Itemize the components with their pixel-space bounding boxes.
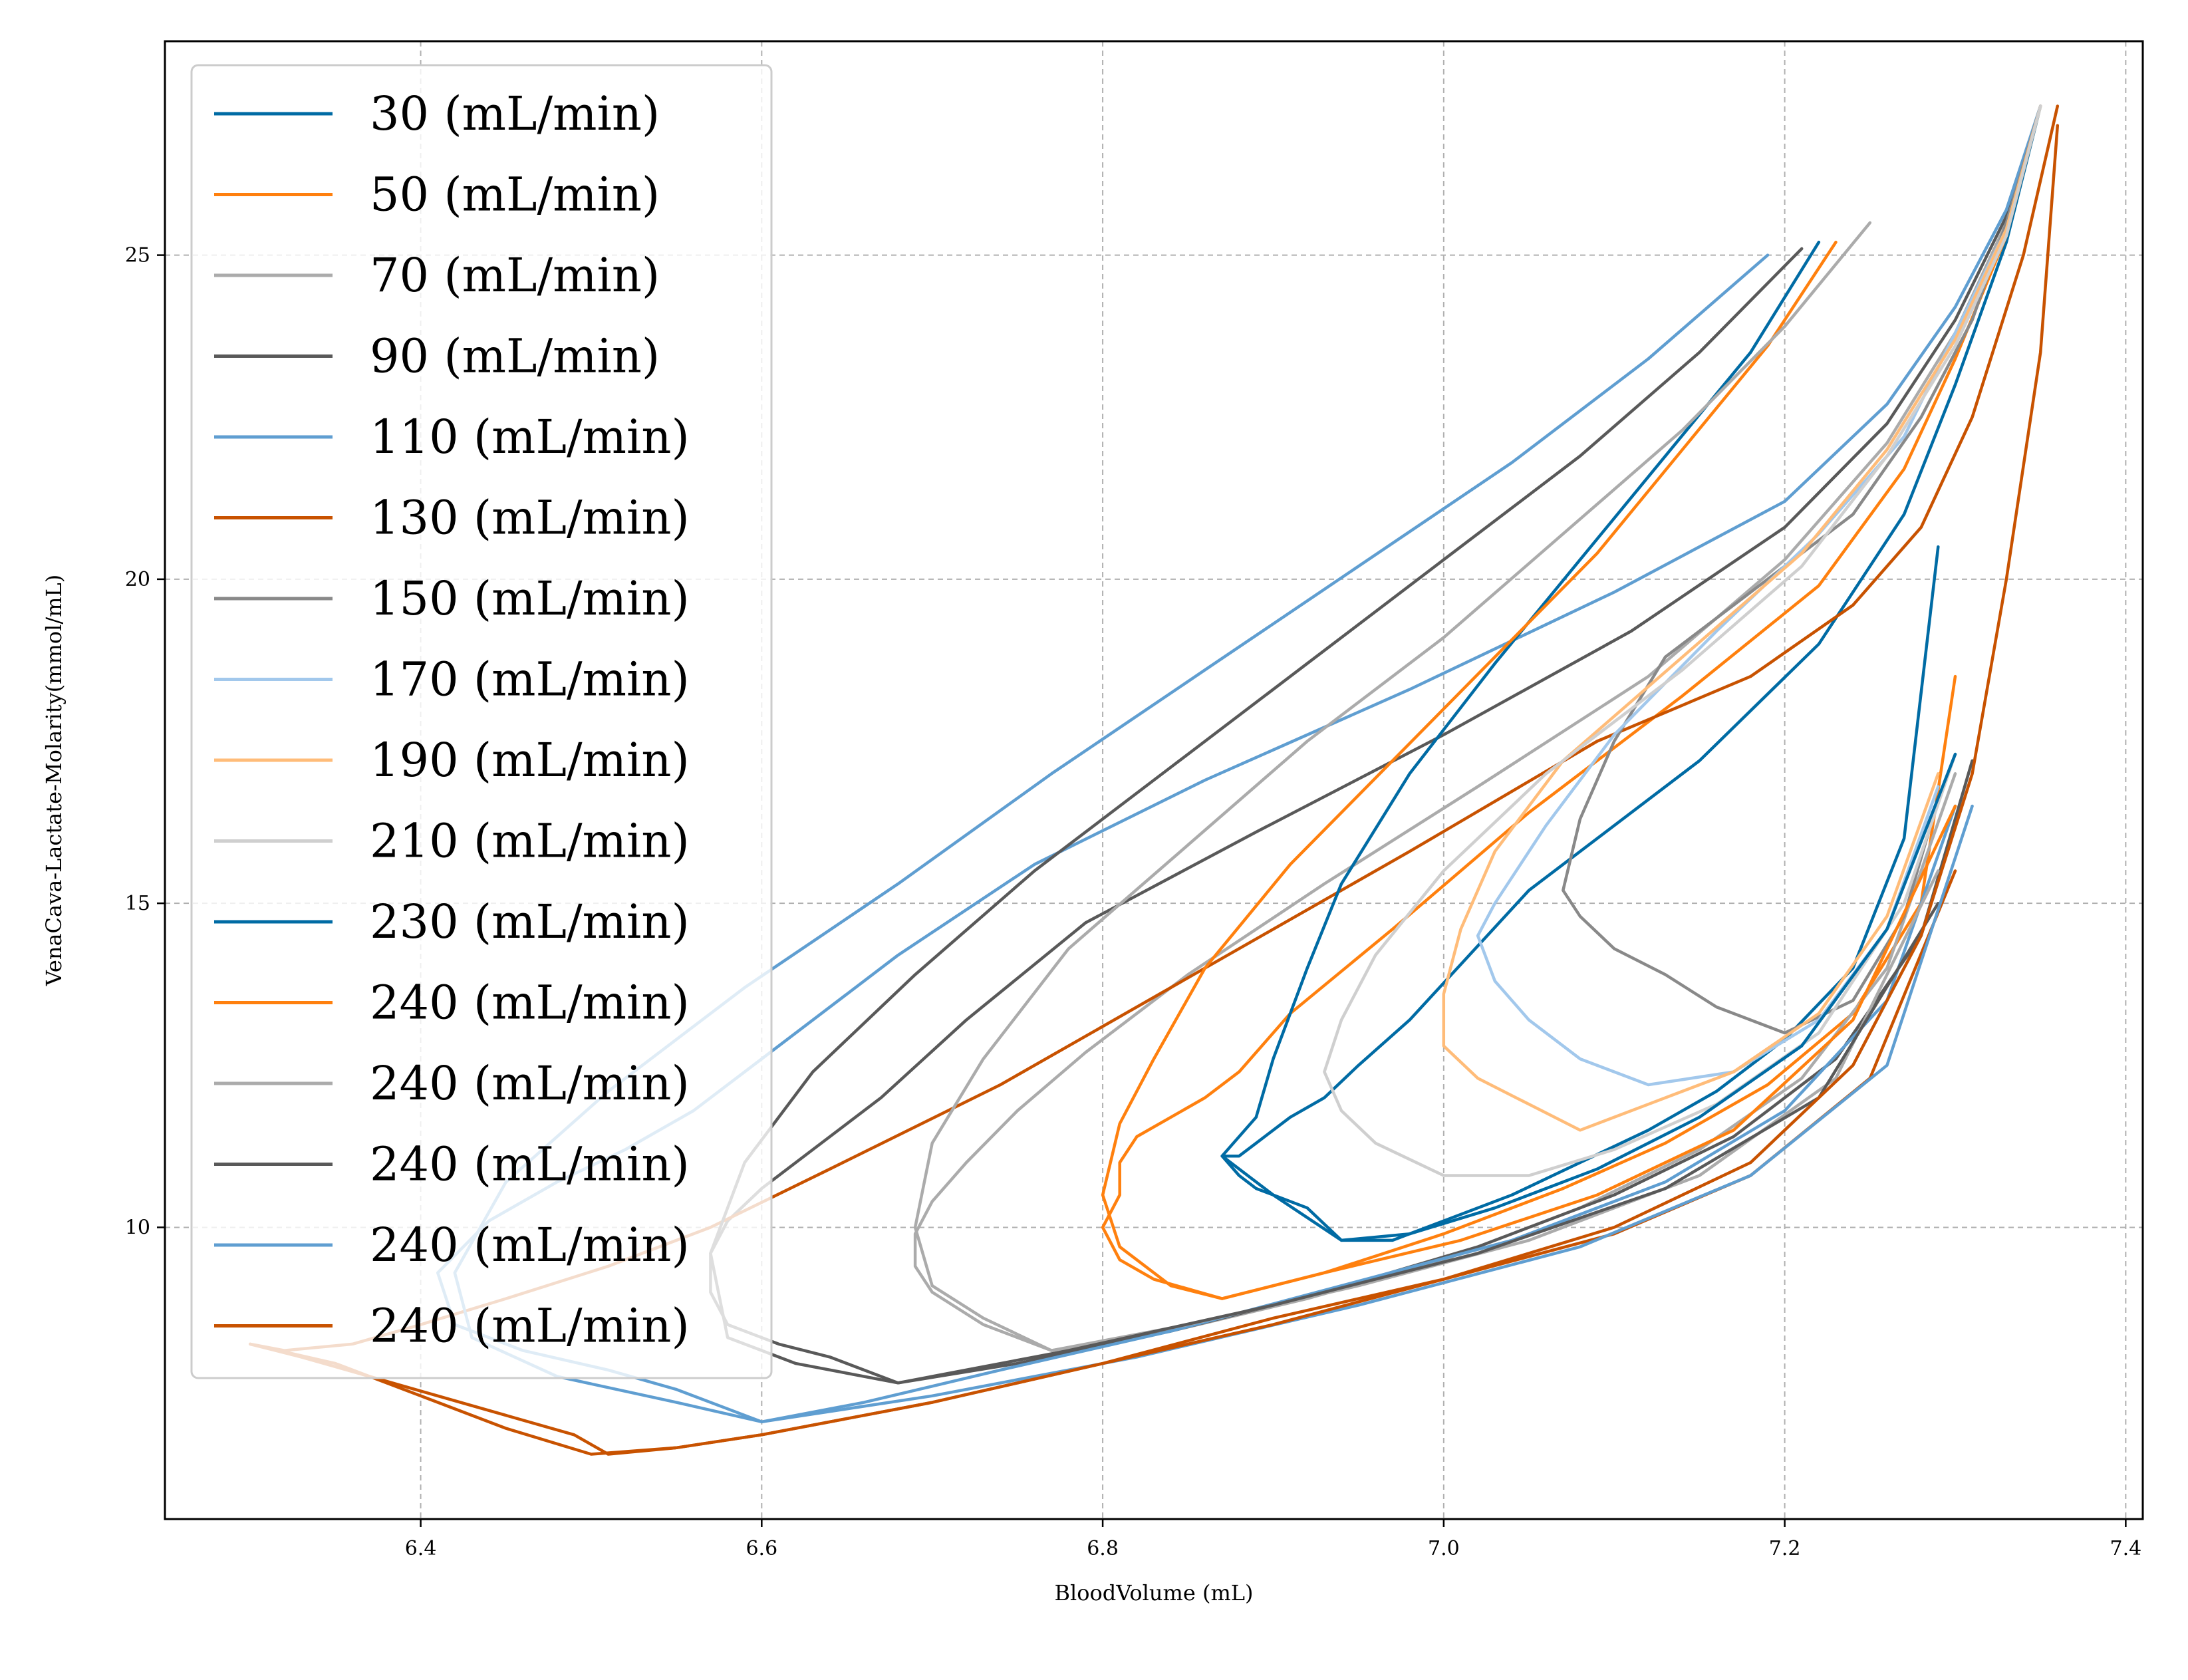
x-tick-label: 6.4 — [405, 1537, 437, 1560]
legend-label: 50 (mL/min) — [370, 168, 660, 222]
legend-label: 150 (mL/min) — [370, 571, 690, 626]
series-line-11 — [1220, 240, 1957, 1242]
legend-label: 240 (mL/min) — [370, 1056, 690, 1111]
series-line-1 — [1220, 104, 2042, 1242]
legend-label: 240 (mL/min) — [370, 1218, 690, 1272]
y-tick-label: 25 — [125, 244, 150, 267]
legend-box — [190, 64, 773, 1379]
legend-label: 240 (mL/min) — [370, 1137, 690, 1192]
x-axis-label: BloodVolume (mL) — [1054, 1580, 1253, 1606]
x-tick-label: 7.2 — [1769, 1537, 1801, 1560]
series-line-9 — [1442, 104, 2042, 1132]
legend-label: 90 (mL/min) — [370, 329, 660, 384]
legend-label: 240 (mL/min) — [370, 976, 690, 1030]
legend: 30 (mL/min) 50 (mL/min) 70 (mL/min) 90 (mL/… — [190, 64, 773, 1379]
legend-label: 230 (mL/min) — [370, 895, 690, 949]
legend-label: 70 (mL/min) — [370, 248, 660, 303]
y-tick-label: 15 — [125, 892, 150, 915]
legend-label: 170 (mL/min) — [370, 652, 690, 707]
plot-frame — [164, 40, 2144, 1520]
x-tick-label: 6.8 — [1087, 1537, 1119, 1560]
ticks: 6.4 6.6 6.8 7.0 7.2 7.4 10 15 20 25 — [125, 244, 2141, 1560]
y-tick-label: 10 — [125, 1216, 150, 1239]
y-axis-label: VenaCava-Lactate-Molarity(mmol/mL) — [41, 575, 67, 986]
series-line-16 — [248, 124, 2060, 1456]
x-tick-label: 7.4 — [2110, 1537, 2142, 1560]
legend-label: 240 (mL/min) — [370, 1299, 690, 1353]
x-tick-label: 7.0 — [1428, 1537, 1460, 1560]
legend-label: 210 (mL/min) — [370, 814, 690, 869]
series-line-10 — [1323, 104, 2042, 1177]
series-line-12 — [1101, 240, 1957, 1300]
series-line-13 — [913, 221, 1940, 1352]
x-tick-label: 6.6 — [746, 1537, 777, 1560]
legend-label: 190 (mL/min) — [370, 733, 690, 787]
y-tick-label: 20 — [125, 568, 150, 591]
legend-label: 110 (mL/min) — [370, 410, 690, 464]
series-line-2 — [1101, 104, 2042, 1300]
legend-label: 130 (mL/min) — [370, 491, 690, 545]
legend-label: 30 (mL/min) — [370, 86, 660, 141]
